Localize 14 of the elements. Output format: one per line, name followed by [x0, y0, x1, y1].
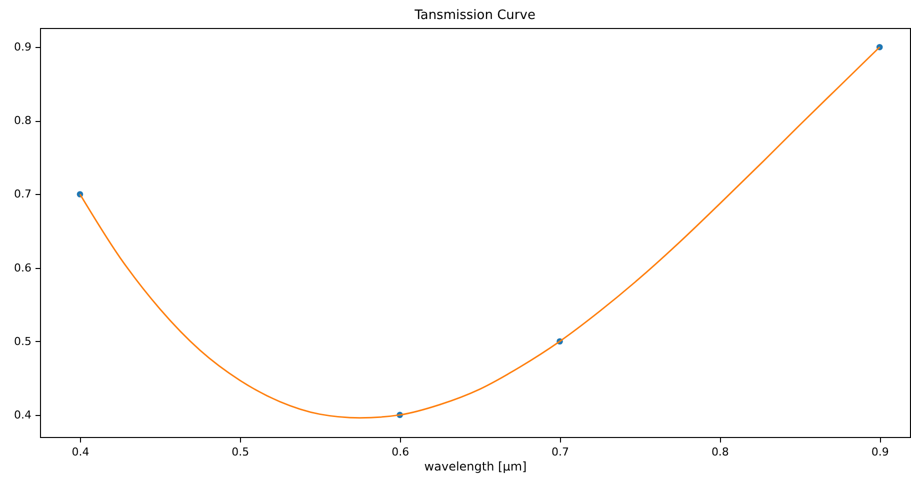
y-tick-label: 0.9: [14, 40, 32, 54]
x-tick-label: 0.7: [552, 446, 570, 458]
x-tick-label: 0.5: [232, 446, 250, 458]
x-axis-title: wavelength [μm]: [424, 460, 527, 474]
x-tick-label: 0.9: [871, 446, 889, 458]
y-tick-label: 0.7: [14, 188, 32, 201]
x-tick-label: 0.8: [711, 446, 729, 458]
y-tick-label: 0.6: [14, 261, 32, 274]
x-tick-label: 0.4: [72, 446, 90, 458]
x-tick-label: 0.6: [392, 446, 410, 458]
y-tick-label: 0.5: [14, 334, 32, 348]
chart-title: Tansmission Curve: [414, 8, 536, 23]
y-tick-label: 0.4: [14, 408, 32, 422]
y-tick-label: 0.8: [14, 114, 32, 128]
